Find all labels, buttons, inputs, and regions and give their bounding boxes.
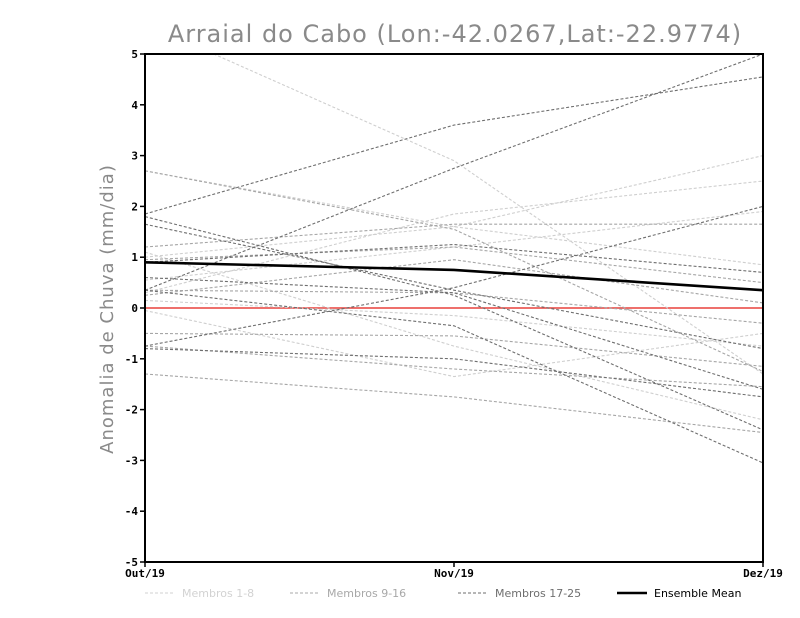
member-line-1-6 [145,299,763,347]
legend-label: Membros 9-16 [327,587,406,600]
legend-label: Membros 1-8 [182,587,254,600]
member-line-1-8 [145,309,763,378]
ensemble-mean-line [145,261,763,292]
member-line-2-4 [145,259,763,304]
member-line-1-1 [212,54,763,375]
member-line-3-5 [145,243,763,273]
y-tick-label: 2 [131,200,138,213]
y-tick-label: 3 [131,150,138,163]
member-line-1-5 [145,180,763,294]
member-line-1-2 [145,170,763,266]
member-line-2-5 [145,332,763,367]
legend: Membros 1-8 Membros 9-16 Membros 17-25 Ense… [145,587,741,600]
member-line-3-9 [145,276,763,390]
y-tick-label: -1 [125,353,139,366]
member-line-1-4 [145,210,763,281]
x-tick-label: Out/19 [125,567,165,580]
member-line-2-3 [145,289,763,324]
member-line-2-6 [145,345,763,388]
member-line-3-6 [145,205,763,347]
member-line-1-7 [145,251,763,421]
y-tick-label: 1 [131,251,138,264]
member-line-2-7 [145,373,763,434]
member-line-3-2 [145,54,763,291]
member-line-1-3 [145,155,763,258]
y-tick-label: -3 [125,454,138,467]
member-line-3-7 [145,289,763,464]
member-line-2-1 [145,170,763,372]
member-line-3-8 [145,348,763,398]
member-line-2-8 [145,246,763,284]
x-tick-label: Nov/19 [434,567,474,580]
series-lines [145,54,763,464]
y-tick-label: -5 [125,556,138,569]
member-line-3-1 [145,76,763,215]
y-tick-label: -2 [125,404,138,417]
y-tick-label: 0 [131,302,138,315]
chart-title: Arraial do Cabo (Lon:-42.0267,Lat:-22.97… [168,20,742,48]
member-line-3-4 [145,223,763,350]
y-tick-label: -4 [125,505,139,518]
legend-label: Membros 17-25 [495,587,581,600]
member-line-3-3 [145,216,763,431]
legend-label: Ensemble Mean [654,587,741,600]
y-tick-label: 5 [131,48,138,61]
member-line-2-2 [145,223,763,248]
y-tick-label: 4 [131,99,138,112]
x-tick-label: Dez/19 [743,567,783,580]
y-axis-label: Anomalia de Chuva (mm/dia) [97,164,118,454]
